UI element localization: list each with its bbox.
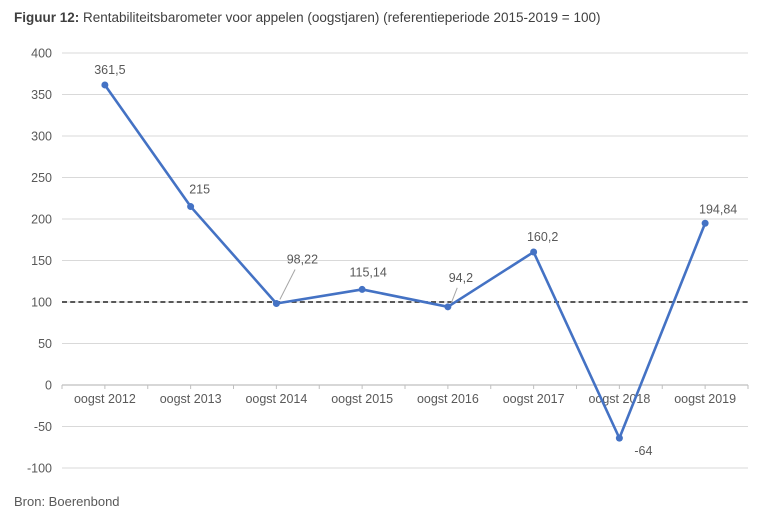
- y-axis-tick-label: -100: [27, 462, 52, 476]
- data-label-leader-line: [450, 287, 458, 303]
- data-point-label: 98,22: [287, 252, 318, 266]
- data-point-marker: [701, 219, 709, 227]
- figure-title-text: Rentabiliteitsbarometer voor appelen (oo…: [79, 10, 601, 25]
- x-axis-tick-label: oogst 2014: [245, 392, 307, 406]
- y-axis-tick-label: 400: [31, 47, 52, 61]
- y-axis-tick-label: 250: [31, 171, 52, 185]
- y-axis-tick-label: 200: [31, 213, 52, 227]
- data-point-marker: [615, 434, 623, 442]
- y-axis-tick-label: 150: [31, 254, 52, 268]
- y-axis-tick-label: 50: [38, 337, 52, 351]
- y-axis-tick-label: 350: [31, 88, 52, 102]
- data-point-label: 94,2: [449, 271, 473, 285]
- x-axis-tick-label: oogst 2012: [74, 392, 136, 406]
- data-point-marker: [272, 299, 280, 307]
- figure-number: Figuur 12:: [14, 10, 80, 25]
- x-axis-tick-label: oogst 2017: [503, 392, 565, 406]
- data-point-marker: [444, 303, 452, 311]
- series-line: [103, 83, 707, 440]
- x-axis-tick-label: oogst 2013: [160, 392, 222, 406]
- figure-title: Figuur 12: Rentabiliteitsbarometer voor …: [14, 9, 600, 26]
- data-point-label: -64: [634, 444, 652, 458]
- data-point-label: 215: [189, 183, 210, 197]
- data-point-marker: [101, 81, 109, 89]
- data-point-marker: [187, 203, 195, 211]
- y-axis-tick-label: -50: [34, 420, 52, 434]
- x-axis-tick-label: oogst 2019: [674, 392, 736, 406]
- x-axis-tick-label: oogst 2015: [331, 392, 393, 406]
- data-point-marker: [358, 285, 366, 293]
- y-axis-tick-label: 100: [31, 296, 52, 310]
- x-axis-tick-label: oogst 2016: [417, 392, 479, 406]
- y-axis-tick-label: 0: [45, 379, 52, 393]
- source-note: Bron: Boerenbond: [14, 494, 120, 509]
- data-point-label: 115,14: [349, 265, 386, 279]
- data-point-marker: [530, 248, 538, 256]
- data-point-label: 361,5: [94, 63, 125, 77]
- data-label-leader-line: [279, 269, 296, 300]
- data-point-label: 160,2: [527, 230, 558, 244]
- y-axis-tick-label: 300: [31, 130, 52, 144]
- data-point-label: 194,84: [699, 202, 737, 216]
